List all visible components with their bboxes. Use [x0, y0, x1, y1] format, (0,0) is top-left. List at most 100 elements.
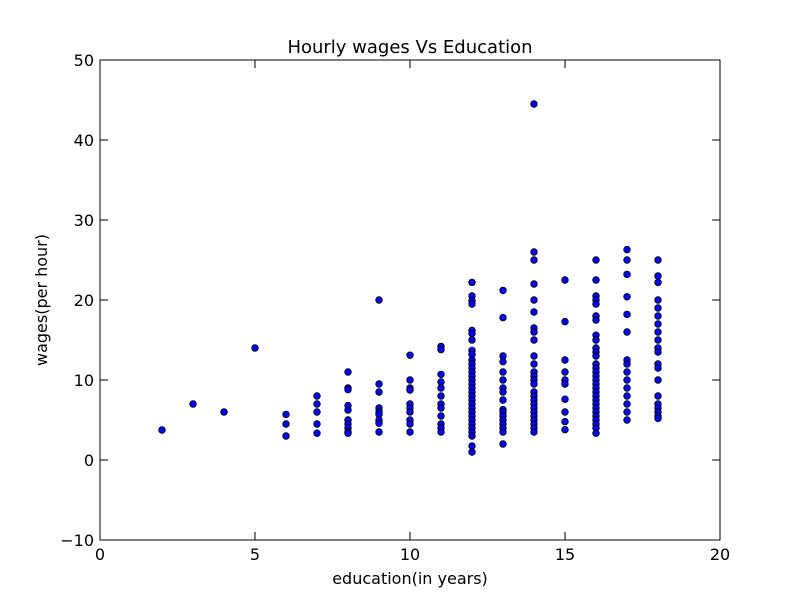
- data-point: [406, 428, 414, 436]
- data-point: [654, 336, 662, 344]
- data-point: [654, 278, 662, 287]
- plot-area: [158, 100, 662, 456]
- data-point: [561, 380, 569, 388]
- data-point: [437, 370, 445, 379]
- data-point: [499, 368, 507, 376]
- data-point: [282, 420, 290, 428]
- data-point: [530, 380, 538, 388]
- data-point: [437, 392, 445, 400]
- data-point: [561, 356, 569, 364]
- data-point: [654, 328, 662, 336]
- x-tick-label: 20: [710, 545, 730, 564]
- data-point: [654, 256, 662, 264]
- data-point: [561, 425, 569, 434]
- data-point: [530, 256, 538, 264]
- x-axis-ticks: 0 5 10 15 20: [95, 60, 730, 564]
- data-point: [437, 412, 445, 420]
- data-point: [623, 293, 631, 301]
- data-point: [561, 395, 569, 403]
- data-point: [561, 417, 569, 426]
- data-point: [623, 384, 631, 392]
- data-point: [406, 386, 414, 394]
- data-point: [468, 278, 476, 287]
- data-point: [530, 280, 538, 288]
- data-point: [437, 345, 445, 354]
- data-point: [530, 248, 538, 256]
- data-point: [530, 352, 538, 360]
- data-point: [406, 351, 414, 359]
- data-point: [654, 376, 662, 384]
- data-point: [592, 316, 600, 324]
- data-point: [282, 432, 290, 440]
- data-point: [468, 448, 476, 456]
- y-axis-ticks: −10 0 10 20 30 40 50: [60, 51, 720, 550]
- data-point: [468, 329, 476, 338]
- data-point: [344, 385, 352, 394]
- data-point: [623, 328, 631, 336]
- data-point: [313, 392, 321, 400]
- data-point: [158, 426, 166, 434]
- data-point: [220, 408, 228, 416]
- data-point: [499, 313, 507, 322]
- data-point: [406, 420, 414, 428]
- data-point: [654, 414, 662, 423]
- data-point: [623, 376, 631, 384]
- data-point: [437, 404, 445, 412]
- data-point: [623, 400, 631, 408]
- x-axis-label: education(in years): [332, 569, 488, 588]
- data-point: [499, 376, 507, 384]
- data-point: [344, 368, 352, 376]
- data-point: [468, 300, 476, 308]
- data-point: [623, 392, 631, 400]
- data-point: [623, 408, 631, 416]
- data-point: [592, 429, 600, 437]
- data-point: [623, 270, 631, 279]
- x-tick-label: 0: [95, 545, 105, 564]
- chart-title: Hourly wages Vs Education: [287, 37, 532, 58]
- data-point: [375, 380, 383, 388]
- data-point: [654, 296, 662, 304]
- data-point: [375, 296, 383, 304]
- y-tick-label: 30: [74, 211, 94, 230]
- data-point: [530, 328, 538, 336]
- data-point: [313, 420, 321, 428]
- data-point: [592, 276, 600, 284]
- axes-frame: [99, 59, 721, 541]
- x-tick-label: 10: [400, 545, 420, 564]
- data-point: [406, 376, 414, 384]
- data-point: [406, 408, 414, 416]
- data-point: [375, 428, 383, 436]
- data-point: [561, 368, 569, 376]
- y-tick-label: −10: [60, 531, 94, 550]
- data-point: [499, 357, 507, 366]
- data-point: [313, 400, 321, 408]
- data-point: [561, 276, 569, 284]
- data-point: [530, 296, 538, 304]
- data-point: [530, 360, 538, 368]
- data-point: [592, 256, 600, 264]
- y-axis-label: wages(per hour): [32, 234, 51, 366]
- data-point: [499, 428, 507, 436]
- data-point: [654, 320, 662, 328]
- data-point: [654, 272, 662, 280]
- data-point: [592, 352, 600, 360]
- y-tick-label: 0: [84, 451, 94, 470]
- data-point: [530, 100, 538, 108]
- data-point: [282, 410, 290, 419]
- y-tick-label: 50: [74, 51, 94, 70]
- y-tick-label: 10: [74, 371, 94, 390]
- data-point: [499, 388, 507, 396]
- data-point: [654, 312, 662, 320]
- data-point: [530, 428, 538, 436]
- data-point: [468, 336, 476, 344]
- data-point: [437, 384, 445, 392]
- x-tick-label: 15: [555, 545, 575, 564]
- y-tick-label: 20: [74, 291, 94, 310]
- data-point: [499, 396, 507, 404]
- y-tick-label: 40: [74, 131, 94, 150]
- x-tick-label: 5: [250, 545, 260, 564]
- data-point: [437, 428, 445, 436]
- data-point: [344, 429, 352, 437]
